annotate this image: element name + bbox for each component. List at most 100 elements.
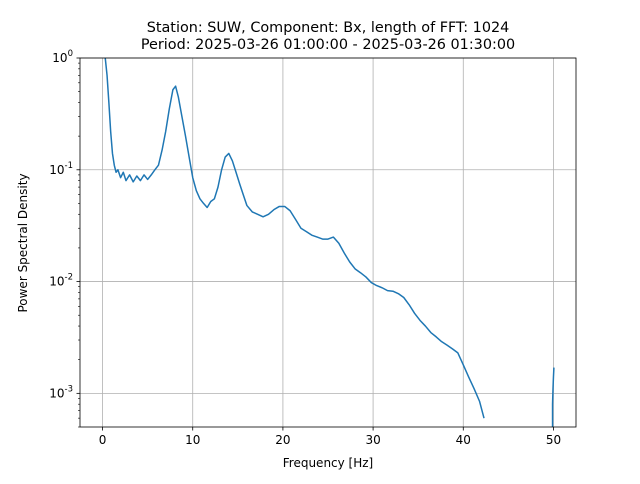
data-point	[452, 348, 453, 349]
data-point	[284, 206, 285, 207]
data-point	[252, 211, 253, 212]
x-tick-label: 10	[185, 433, 200, 447]
data-point	[300, 228, 301, 229]
chart-title-line2: Period: 2025-03-26 01:00:00 - 2025-03-26…	[141, 37, 515, 53]
x-tick-label: 20	[275, 433, 290, 447]
data-point	[311, 235, 312, 236]
data-point	[392, 291, 393, 292]
x-axis-label: Frequency [Hz]	[283, 456, 374, 470]
data-point	[175, 86, 176, 87]
y-tick-label: 10-2	[49, 273, 73, 289]
data-point	[147, 179, 148, 180]
data-point	[144, 174, 145, 175]
data-point	[151, 174, 152, 175]
data-point	[162, 150, 163, 151]
data-point	[116, 172, 117, 173]
data-point	[279, 206, 280, 207]
data-point	[553, 377, 554, 378]
data-point	[414, 313, 415, 314]
data-point	[110, 131, 111, 132]
data-point	[403, 297, 404, 298]
data-point	[214, 198, 215, 199]
data-point	[398, 293, 399, 294]
series-line-0	[104, 58, 485, 419]
data-point	[376, 285, 377, 286]
data-point	[553, 367, 554, 368]
data-point	[169, 108, 170, 109]
data-point	[112, 153, 113, 154]
data-point	[436, 336, 437, 337]
data-point	[479, 401, 480, 402]
data-point	[447, 345, 448, 346]
data-point	[382, 287, 383, 288]
data-point	[129, 174, 130, 175]
data-point	[136, 175, 137, 176]
data-point	[273, 209, 274, 210]
data-point	[207, 207, 208, 208]
chart-title-line1: Station: SUW, Component: Bx, length of F…	[147, 20, 510, 36]
data-point	[344, 253, 345, 254]
data-point	[387, 290, 388, 291]
data-point	[189, 157, 190, 158]
data-point	[317, 237, 318, 238]
data-point	[225, 157, 226, 158]
data-point	[306, 231, 307, 232]
data-point	[474, 388, 475, 389]
data-point	[333, 237, 334, 238]
data-point	[123, 172, 124, 173]
data-point	[178, 96, 179, 97]
data-point	[257, 214, 258, 215]
data-point	[125, 180, 126, 181]
data-point	[243, 194, 244, 195]
data-point	[441, 341, 442, 342]
data-point	[120, 177, 121, 178]
data-point	[295, 219, 296, 220]
data-point	[355, 268, 356, 269]
series-line-1	[551, 367, 555, 427]
data-point	[185, 136, 186, 137]
data-point	[165, 131, 166, 132]
data-point	[117, 169, 118, 170]
data-point	[232, 160, 233, 161]
data-point	[246, 205, 247, 206]
data-point	[371, 282, 372, 283]
data-point	[140, 180, 141, 181]
x-tick-label: 0	[99, 433, 107, 447]
data-point	[236, 172, 237, 173]
data-point	[484, 418, 485, 419]
data-point	[154, 169, 155, 170]
y-tick-label: 10-1	[49, 161, 73, 177]
y-tick-label: 100	[52, 49, 73, 65]
data-point	[349, 261, 350, 262]
data-point	[360, 272, 361, 273]
data-point	[192, 177, 193, 178]
x-tick-label: 50	[546, 433, 561, 447]
data-point	[268, 214, 269, 215]
data-point	[468, 377, 469, 378]
data-point	[114, 165, 115, 166]
data-point	[107, 75, 108, 76]
data-point	[419, 320, 420, 321]
data-point	[239, 183, 240, 184]
data-point	[108, 102, 109, 103]
data-point	[328, 239, 329, 240]
data-point	[217, 187, 218, 188]
data-point	[338, 243, 339, 244]
data-point	[365, 276, 366, 277]
data-point	[228, 153, 229, 154]
data-point	[172, 89, 173, 90]
y-axis-label: Power Spectral Density	[16, 173, 30, 312]
data-point	[425, 326, 426, 327]
data-point	[181, 116, 182, 117]
axes-ticks: 0 10 20 30 40 50 10-3 10-2 10-1 100	[49, 49, 561, 447]
data-point	[199, 198, 200, 199]
data-point	[203, 203, 204, 204]
data-point	[210, 201, 211, 202]
y-tick-label: 10-3	[49, 384, 73, 400]
data-point	[263, 216, 264, 217]
x-tick-label: 30	[365, 433, 380, 447]
data-point	[552, 404, 553, 405]
data-point	[553, 388, 554, 389]
